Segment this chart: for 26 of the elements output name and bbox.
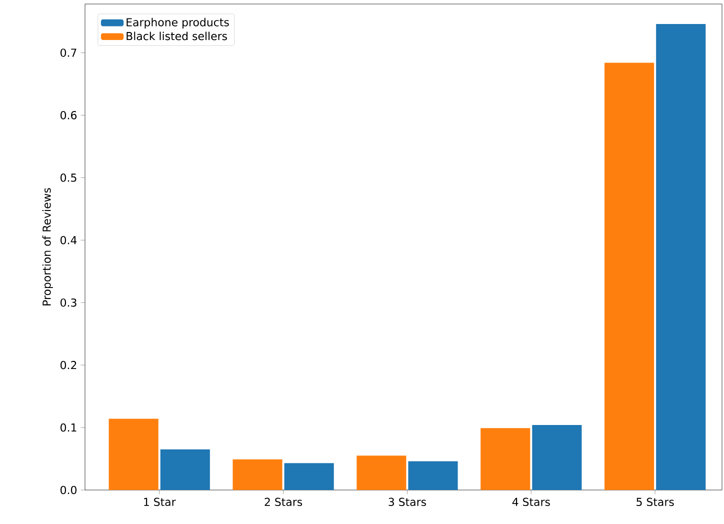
- bar: [160, 449, 210, 490]
- bar: [284, 463, 334, 490]
- y-tick-label: 0.5: [60, 174, 76, 182]
- bar: [108, 418, 158, 490]
- bar: [408, 461, 458, 490]
- y-tick-label: 0.6: [60, 111, 77, 120]
- y-tick-label: 0.0: [60, 486, 76, 494]
- bar: [532, 425, 582, 490]
- legend-label: Black listed sellers: [126, 32, 227, 40]
- x-tick-label: 1 Star: [144, 498, 176, 506]
- x-tick-label: 5 Stars: [636, 498, 674, 506]
- bar: [604, 62, 654, 490]
- y-tick-label: 0.7: [60, 48, 76, 57]
- y-tick-label: 0.3: [60, 298, 76, 307]
- bar: [480, 428, 530, 490]
- x-tick-label: 2 Stars: [264, 498, 302, 506]
- y-tick-label: 0.2: [60, 360, 76, 370]
- y-tick-label: 0.1: [60, 423, 76, 432]
- bar: [656, 24, 706, 490]
- y-axis-title: Proportion of Reviews: [42, 188, 53, 306]
- legend-label: Earphone products: [126, 18, 229, 29]
- y-tick-label: 0.4: [60, 236, 77, 244]
- bar: [356, 456, 406, 490]
- x-tick-label: 3 Stars: [388, 498, 426, 506]
- x-tick-label: 4 Stars: [512, 498, 550, 506]
- bar: [232, 459, 282, 490]
